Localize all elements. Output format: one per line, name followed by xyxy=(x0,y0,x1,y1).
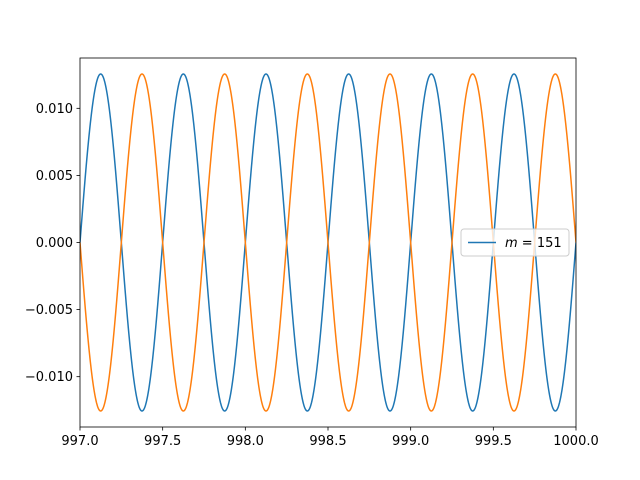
x-axis: 997.0 997.5 998.0 998.5 999.0 999.5 1000.0 xyxy=(61,427,599,449)
x-tick-label: 998.5 xyxy=(309,434,346,449)
x-tick-label: 1000.0 xyxy=(553,434,599,449)
legend-label: m = 151 xyxy=(505,236,562,251)
x-tick-label: 997.0 xyxy=(61,434,98,449)
y-tick-label: −0.010 xyxy=(25,370,73,385)
legend: m = 151 xyxy=(460,228,570,257)
x-tick-label: 998.0 xyxy=(227,434,264,449)
legend-label-value: = 151 xyxy=(518,236,562,251)
y-axis: −0.010 −0.005 0.000 0.005 0.010 xyxy=(25,102,80,385)
legend-box xyxy=(460,228,570,257)
y-tick-label: 0.005 xyxy=(36,169,73,184)
x-tick-label: 997.5 xyxy=(144,434,181,449)
legend-label-variable: m xyxy=(505,236,518,251)
x-tick-label: 999.5 xyxy=(475,434,512,449)
y-tick-label: −0.005 xyxy=(25,303,73,318)
y-tick-label: 0.000 xyxy=(36,236,73,251)
x-tick-label: 999.0 xyxy=(392,434,429,449)
y-tick-label: 0.010 xyxy=(36,102,73,117)
